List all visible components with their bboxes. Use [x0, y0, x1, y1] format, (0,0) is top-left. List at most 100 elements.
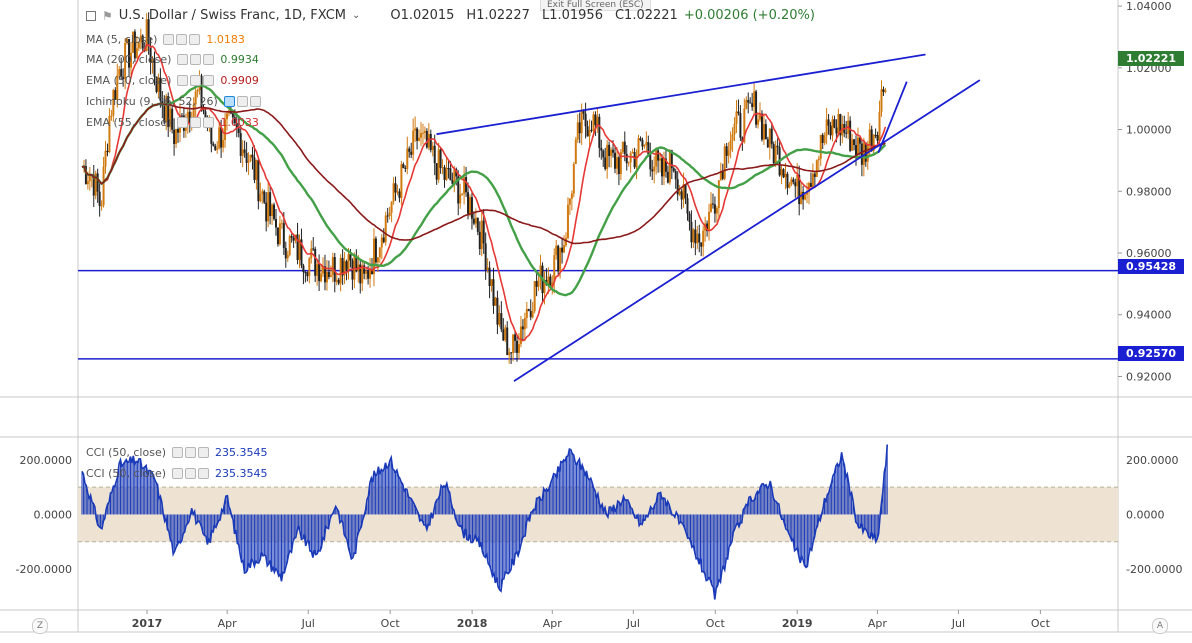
cci-legend-1[interactable]: CCI (50, close) 235.3545	[86, 446, 268, 459]
candle-body	[312, 248, 315, 250]
candle-body	[706, 223, 709, 232]
candle-body	[547, 276, 550, 285]
y-tick-label: 0.94000	[1126, 309, 1172, 322]
candle-body	[613, 152, 616, 169]
close-icon[interactable]	[203, 54, 215, 65]
candle-body	[468, 197, 471, 214]
candle-body	[443, 167, 446, 180]
candle-body	[369, 269, 372, 279]
close-icon[interactable]	[198, 447, 210, 458]
indicator-controls[interactable]	[177, 75, 215, 86]
collapse-icon[interactable]	[86, 10, 96, 21]
indicator-controls[interactable]	[172, 468, 210, 479]
eye-icon[interactable]	[177, 54, 189, 65]
level-badge-lower: 0.92570	[1118, 346, 1184, 361]
indicator-legend-ma200[interactable]: MA (200, close) 0.9934	[86, 53, 259, 66]
candle-body	[774, 145, 777, 164]
candle-body	[880, 89, 883, 112]
indicator-controls[interactable]	[177, 117, 215, 128]
symbol-name[interactable]: U.S. Dollar / Swiss Franc, 1D, FXCM	[118, 8, 347, 23]
gear-icon[interactable]	[236, 96, 248, 107]
indicator-legend-ichimoku[interactable]: Ichimoku (9, 26, 52, 26)	[86, 95, 261, 108]
indicator-legend-ema50[interactable]: EMA (50, close) 0.9909	[86, 74, 259, 87]
candle-body	[378, 247, 381, 258]
candle-body	[641, 139, 644, 147]
indicator-legend-ma5[interactable]: MA (5, close) 1.0183	[86, 33, 245, 46]
close-icon[interactable]	[203, 117, 215, 128]
indicator-label: CCI (50, close)	[86, 467, 167, 480]
gear-icon[interactable]	[190, 75, 202, 86]
candle-body	[408, 148, 411, 152]
candle-body	[796, 174, 799, 187]
candle-body	[819, 134, 822, 159]
candle-body	[155, 76, 158, 92]
candle-body	[561, 247, 564, 253]
candle-body	[817, 158, 820, 161]
candle-body	[271, 204, 274, 216]
candle-body	[145, 19, 148, 52]
ma-long-line	[81, 84, 887, 297]
candle-body	[502, 329, 505, 341]
cci-y-tick-label: 0.0000	[1126, 508, 1165, 521]
candle-body	[655, 150, 658, 167]
candle-body	[451, 180, 454, 184]
close-icon[interactable]	[198, 468, 210, 479]
cci-legend-2[interactable]: CCI (50, close) 235.3545	[86, 467, 268, 480]
candle-body	[768, 128, 771, 148]
close-icon[interactable]	[249, 96, 261, 107]
exit-full-screen-hint[interactable]: Exit Full Screen (ESC)	[540, 0, 651, 11]
gear-icon[interactable]	[176, 34, 188, 45]
eye-icon[interactable]	[223, 96, 235, 107]
eye-icon[interactable]	[172, 447, 184, 458]
indicator-controls[interactable]	[163, 34, 201, 45]
gear-icon[interactable]	[185, 447, 197, 458]
indicator-controls[interactable]	[172, 447, 210, 458]
indicator-controls[interactable]	[223, 96, 261, 107]
eye-icon[interactable]	[177, 75, 189, 86]
candle-body	[792, 179, 795, 183]
candle-body	[876, 135, 879, 141]
eye-icon[interactable]	[172, 468, 184, 479]
indicator-value: 235.3545	[215, 467, 268, 480]
y-tick-label: 0.98000	[1126, 185, 1172, 198]
candle-body	[566, 204, 569, 239]
candle-body	[433, 145, 436, 164]
timezone-icon[interactable]: Z	[32, 618, 48, 634]
gear-icon[interactable]	[185, 468, 197, 479]
candle-body	[126, 39, 129, 44]
candle-body	[839, 114, 842, 136]
gear-icon[interactable]	[190, 117, 202, 128]
gear-icon[interactable]	[190, 54, 202, 65]
ema-long-line	[81, 103, 886, 245]
candle-body	[323, 266, 326, 283]
candle-body	[639, 138, 642, 140]
candle-body	[96, 173, 99, 192]
candle-body	[786, 173, 789, 188]
candle-body	[163, 106, 166, 122]
candle-body	[131, 31, 134, 53]
eye-icon[interactable]	[163, 34, 175, 45]
close-icon[interactable]	[203, 75, 215, 86]
candle-body	[341, 257, 344, 276]
chevron-down-icon[interactable]: ⌄	[352, 10, 361, 21]
candle-body	[721, 171, 724, 179]
candle-body	[374, 238, 377, 263]
candle-body	[790, 179, 793, 185]
auto-scale-icon[interactable]: A	[1152, 618, 1168, 634]
candle-body	[537, 280, 540, 287]
candle-body	[141, 35, 144, 49]
close-icon[interactable]	[189, 34, 201, 45]
candle-body	[635, 155, 638, 168]
eye-icon[interactable]	[177, 117, 189, 128]
candle-body	[604, 157, 607, 169]
candle-body	[204, 111, 207, 118]
indicator-value: 235.3545	[215, 446, 268, 459]
candle-body	[753, 91, 756, 108]
candle-body	[224, 119, 227, 140]
candle-body	[472, 218, 475, 224]
candle-body	[506, 327, 509, 356]
candle-body	[766, 139, 769, 148]
candle-body	[419, 132, 422, 138]
indicator-controls[interactable]	[177, 54, 215, 65]
indicator-legend-ema55[interactable]: EMA (55, close) 1.0033	[86, 116, 259, 129]
